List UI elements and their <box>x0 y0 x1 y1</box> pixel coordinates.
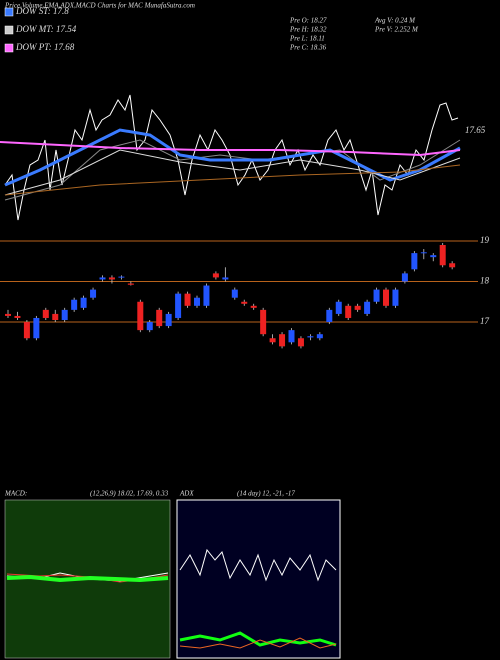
candle-body <box>260 309 267 335</box>
candle-body <box>61 309 68 320</box>
candle-body <box>241 301 248 304</box>
candle-body <box>250 305 257 308</box>
candle-body <box>118 276 125 278</box>
candle-body <box>212 273 219 278</box>
legend-label: DOW ST: 17.8 <box>15 6 69 16</box>
y-tick-label: 19 <box>480 235 490 245</box>
candle-body <box>420 252 427 254</box>
ema-panel: 17.65 <box>0 94 486 221</box>
ema-label: 17.65 <box>465 125 486 135</box>
candle-body <box>345 305 352 318</box>
legend-swatch <box>4 43 14 53</box>
candle-body <box>23 322 30 339</box>
candle-body <box>449 263 456 268</box>
stat: Pre C: 18.36 <box>289 44 327 52</box>
candle-body <box>297 338 304 347</box>
candle-body <box>52 313 59 320</box>
candle-body <box>231 289 238 298</box>
candle-body <box>194 297 200 306</box>
adx-panel <box>176 499 341 659</box>
candle-body <box>326 309 333 323</box>
stat: Avg V: 0.24 M <box>374 17 416 25</box>
adx-line <box>179 548 337 582</box>
candle-body <box>33 317 40 339</box>
candle-body <box>165 313 172 327</box>
candle-body <box>288 330 295 343</box>
candle-body <box>90 289 97 298</box>
ema-line <box>4 149 461 196</box>
page-title: Price,Volume,EMA,ADX,MACD Charts for MAC… <box>4 2 195 10</box>
stat: Pre L: 18.11 <box>289 35 325 43</box>
candle-body <box>373 289 380 302</box>
candle-body <box>127 283 134 285</box>
legend-label: DOW PT: 17.68 <box>15 42 75 52</box>
candle-body <box>156 309 163 327</box>
legend-swatch <box>4 7 14 17</box>
macd-label: MACD: <box>4 490 27 498</box>
price-line <box>4 94 459 221</box>
candle-body <box>137 301 144 331</box>
ema-line <box>4 164 461 196</box>
legend-label: DOW MT: 17.54 <box>15 24 77 34</box>
stat: Pre O: 18.27 <box>289 17 327 25</box>
candle-body <box>383 289 389 306</box>
adx-label: ADX <box>179 490 194 498</box>
candle-body <box>42 309 49 318</box>
candle-body <box>80 297 87 308</box>
candle-body <box>364 301 371 314</box>
stat: Pre H: 18.32 <box>289 26 327 34</box>
macd-params: (12,26,9) 18.02, 17.69, 0.33 <box>90 490 169 498</box>
candle-body <box>316 334 323 339</box>
candle-body <box>401 273 408 282</box>
candle-body <box>269 338 276 343</box>
ema-line <box>0 141 461 157</box>
candle-body <box>5 313 11 316</box>
candle-body <box>14 315 21 318</box>
candle-body <box>392 289 399 306</box>
candle-body <box>71 299 78 310</box>
y-tick-label: 18 <box>480 276 490 286</box>
di-minus <box>179 637 337 649</box>
candle-body <box>146 322 153 331</box>
stat: Pre V: 2.252 M <box>374 26 419 34</box>
legend-swatch <box>4 25 14 35</box>
candle-body <box>307 336 314 338</box>
candle-body <box>184 293 191 306</box>
candle-body <box>354 305 361 310</box>
candle-body <box>335 301 342 314</box>
y-tick-label: 17 <box>480 316 490 326</box>
candle-body <box>279 334 286 347</box>
candle-body <box>99 277 106 280</box>
macd-hist <box>6 574 169 583</box>
candle-body <box>222 277 229 280</box>
adx-params: (14 day) 12, -21, -17 <box>237 490 295 498</box>
candle-body <box>430 255 437 258</box>
candle-body <box>439 245 446 266</box>
di-plus <box>179 631 337 647</box>
candle-body <box>175 293 182 318</box>
candle-body <box>411 253 418 270</box>
candle-body <box>203 285 210 306</box>
candle-body <box>108 277 115 280</box>
